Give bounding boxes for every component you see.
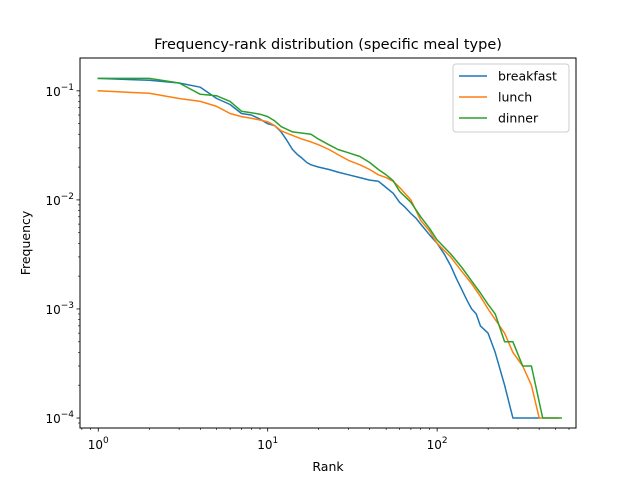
x-tick-label: 101	[257, 436, 278, 452]
chart-title: Frequency-rank distribution (specific me…	[154, 37, 502, 53]
y-tick-label: 10−1	[45, 83, 74, 99]
y-axis-ticks: 10−4 10−3 10−2 10−1	[45, 83, 80, 426]
y-tick-label: 10−4	[45, 410, 74, 426]
legend: breakfast lunch dinner	[452, 63, 570, 133]
legend-label-dinner: dinner	[498, 111, 539, 126]
y-axis-label: Frequency	[18, 210, 33, 275]
legend-box	[452, 63, 570, 133]
x-axis-ticks: 100 101 102	[81, 428, 570, 452]
x-tick-label: 102	[427, 436, 448, 452]
y-tick-label: 10−3	[45, 301, 74, 317]
series-line-breakfast	[97, 77, 540, 419]
x-axis-label: Rank	[312, 459, 344, 474]
legend-label-lunch: lunch	[498, 90, 532, 105]
series-line-lunch	[97, 90, 560, 419]
y-tick-label: 10−2	[45, 192, 74, 208]
legend-label-breakfast: breakfast	[498, 69, 557, 84]
series-line-dinner	[97, 77, 562, 419]
x-tick-label: 100	[88, 436, 109, 452]
series-layer	[97, 77, 562, 419]
